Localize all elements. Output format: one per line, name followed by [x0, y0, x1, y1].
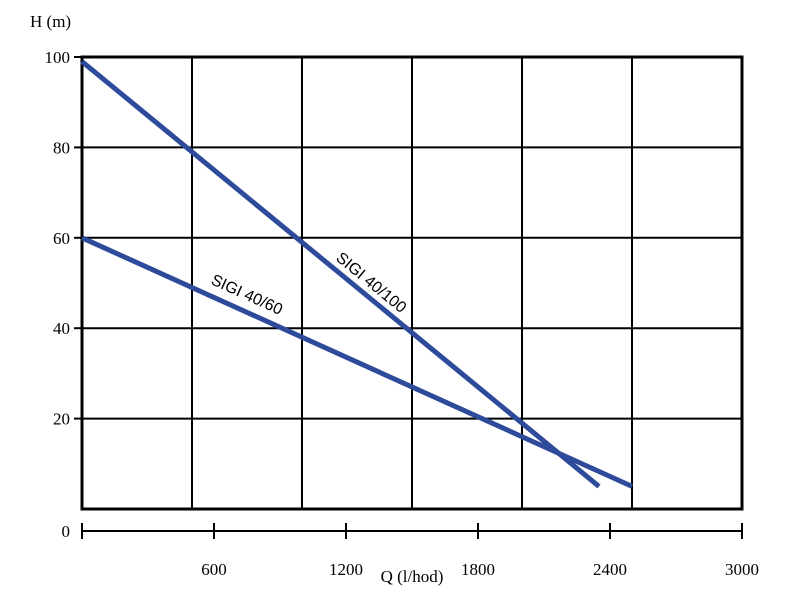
- y-tick-label: 100: [45, 48, 71, 67]
- x-tick-label: 1800: [461, 560, 495, 579]
- x-tick-label: 2400: [593, 560, 627, 579]
- x-tick-label: 1200: [329, 560, 363, 579]
- x-tick-label: 3000: [725, 560, 759, 579]
- y-tick-label: 80: [53, 138, 70, 157]
- grid: [82, 57, 742, 509]
- series-lines: [80, 59, 634, 489]
- x-axis-label: Q (l/hod): [381, 567, 444, 586]
- series-line-1: [80, 235, 634, 489]
- y-axis-label: H (m): [30, 12, 71, 31]
- x-tick-label: 600: [201, 560, 227, 579]
- y-tick-label: 40: [53, 319, 70, 338]
- series-line-0: [80, 59, 601, 489]
- y-tick-label: 0: [62, 522, 71, 541]
- y-axis: 0 20 40 60 80 100: [45, 48, 82, 541]
- series-label-sigi-40-100: SIGI 40/100: [332, 249, 409, 316]
- x-axis: 600 1200 1800 2400 3000: [81, 523, 759, 579]
- y-tick-label: 20: [53, 410, 70, 429]
- y-tick-label: 60: [53, 229, 70, 248]
- plot-frame: [80, 55, 744, 511]
